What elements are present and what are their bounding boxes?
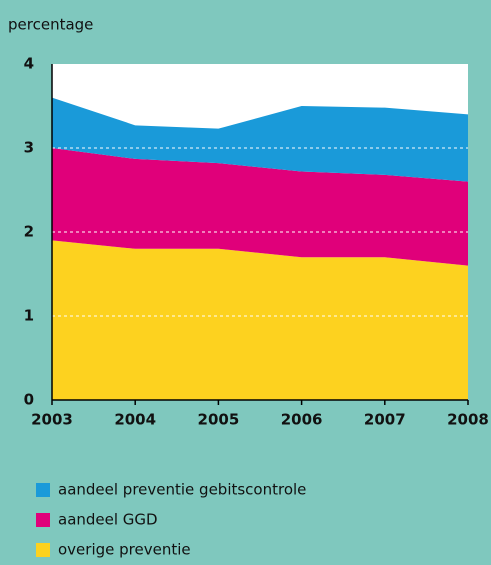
legend-swatch [36,483,50,497]
legend-swatch [36,543,50,557]
legend-swatch [36,513,50,527]
area [52,240,468,400]
legend-label: aandeel preventie gebitscontrole [58,481,306,499]
x-tick-label: 2005 [198,411,240,429]
area [52,97,468,182]
y-tick-label: 4 [24,55,34,73]
y-axis-label: percentage [8,16,93,34]
x-tick-label: 2006 [281,411,323,429]
y-tick-label: 0 [24,391,34,409]
y-tick-label: 2 [24,223,34,241]
x-tick-label: 2007 [364,411,406,429]
legend-label: overige preventie [58,541,191,559]
y-tick-label: 3 [24,139,34,157]
y-tick-label: 1 [24,307,34,325]
area [52,148,468,266]
x-tick-label: 2008 [447,411,489,429]
x-tick-label: 2004 [114,411,156,429]
x-tick-label: 2003 [31,411,73,429]
legend-label: aandeel GGD [58,511,158,529]
